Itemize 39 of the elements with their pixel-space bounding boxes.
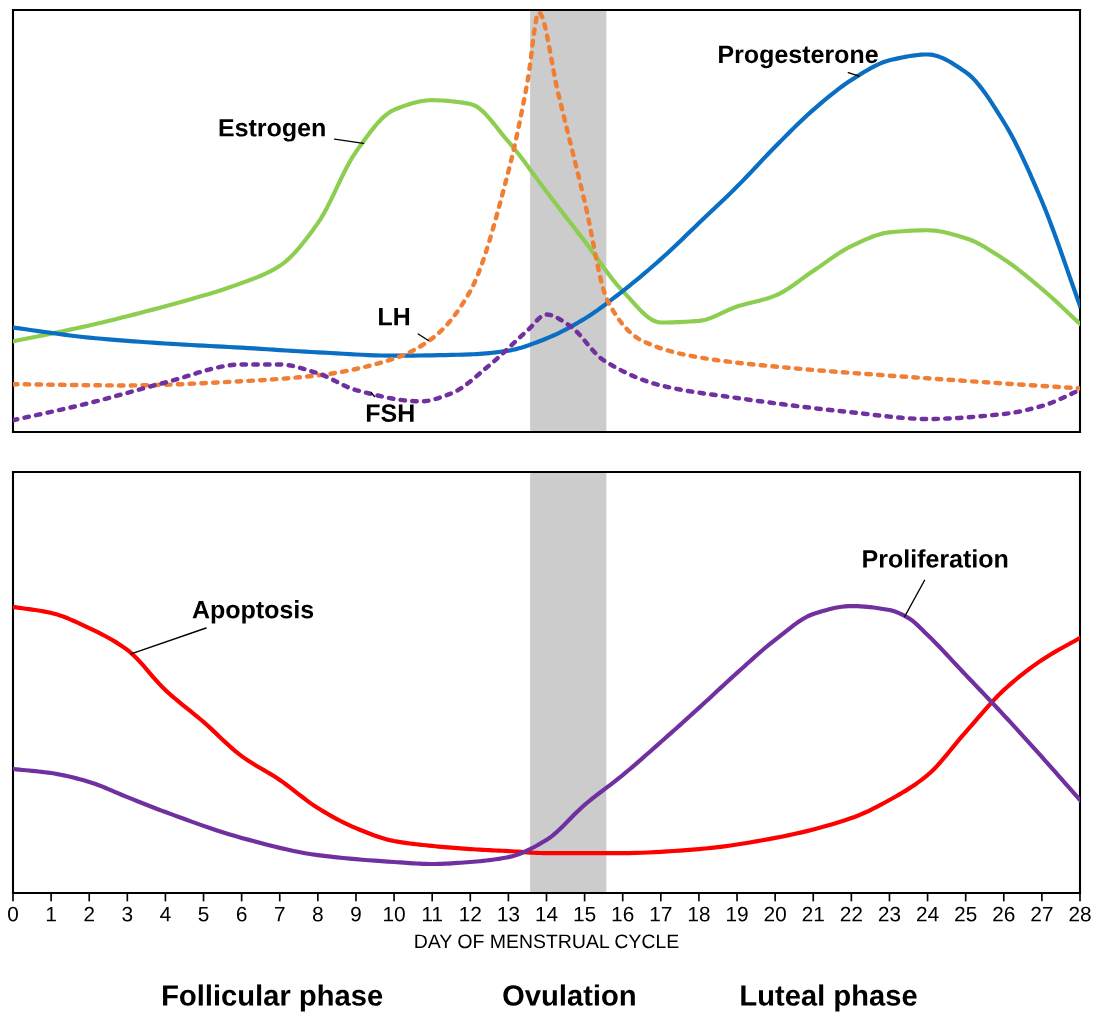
x-tick-label: 5 bbox=[198, 906, 209, 922]
x-tick-label: 19 bbox=[727, 906, 748, 922]
x-tick-label: 16 bbox=[612, 906, 634, 922]
x-tick-label: 1 bbox=[46, 906, 56, 922]
x-tick-label: 3 bbox=[122, 906, 133, 922]
x-tick-label: 20 bbox=[764, 906, 786, 922]
x-tick-label: 6 bbox=[236, 906, 247, 922]
series-label: LH bbox=[379, 308, 410, 326]
x-tick-label: 0 bbox=[8, 906, 18, 922]
x-tick-label: 4 bbox=[160, 906, 171, 922]
series-label: FSH bbox=[366, 404, 414, 422]
x-tick-label: 7 bbox=[275, 906, 285, 922]
text: Ovulation bbox=[503, 984, 635, 1006]
x-tick-label: 2 bbox=[84, 906, 94, 922]
x-tick-label: 23 bbox=[878, 906, 901, 922]
x-tick-label: 21 bbox=[802, 906, 824, 922]
x-tick-label: 10 bbox=[384, 906, 405, 922]
x-axis-title: DAY OF MENSTRUAL CYCLE bbox=[415, 934, 679, 949]
x-tick-label: 28 bbox=[1069, 906, 1091, 922]
series-label: Progesterone bbox=[719, 45, 878, 69]
series-label: Estrogen bbox=[219, 119, 325, 142]
x-tick-label: 24 bbox=[917, 906, 939, 922]
x-tick-label: 8 bbox=[312, 906, 323, 922]
x-tick-label: 17 bbox=[650, 906, 672, 922]
x-tick-label: 18 bbox=[688, 906, 710, 922]
x-tick-label: 14 bbox=[536, 906, 558, 922]
x-tick-label: 27 bbox=[1031, 906, 1053, 922]
x-tick-label: 15 bbox=[574, 906, 596, 922]
text: Follicular phase bbox=[163, 984, 383, 1012]
x-tick-label: 22 bbox=[840, 906, 862, 922]
x-tick-label: 26 bbox=[993, 906, 1015, 922]
x-tick-label: 9 bbox=[351, 906, 361, 922]
x-tick-label: 25 bbox=[955, 906, 977, 922]
x-tick-label: 12 bbox=[460, 906, 481, 922]
x-tick-label: 11 bbox=[422, 906, 442, 922]
text: Luteal phase bbox=[741, 984, 917, 1012]
series-label: Proliferation bbox=[863, 549, 1008, 568]
x-tick-label: 13 bbox=[498, 906, 520, 922]
text: Apoptosis bbox=[192, 600, 314, 624]
